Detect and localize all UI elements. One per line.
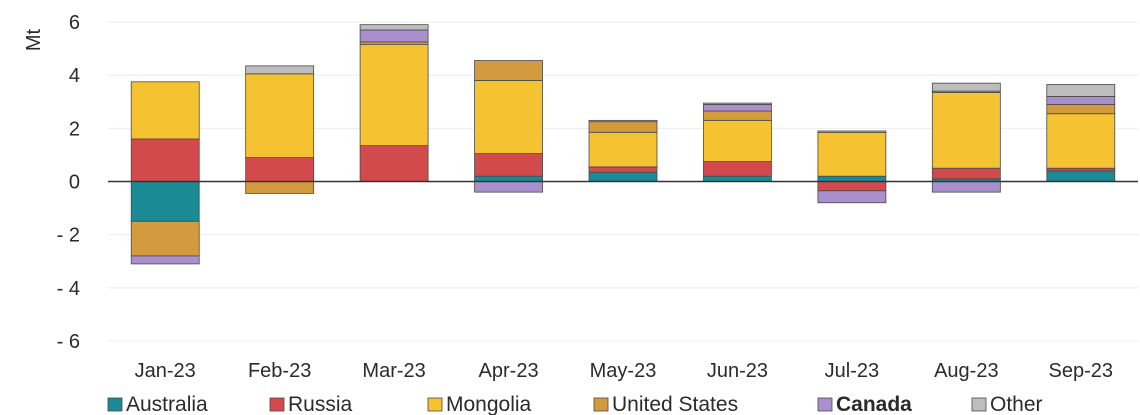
x-tick-label: Aug-23 [934, 360, 999, 382]
bar-segment-canada [817, 190, 887, 204]
legend-swatch [971, 397, 987, 412]
bar-segment-united-states [245, 181, 315, 194]
x-tick-label: Jan-23 [135, 360, 196, 382]
bar-segment-canada [474, 181, 543, 193]
bar-segment-united-states [474, 60, 543, 81]
x-tick-label: Sep-23 [1049, 360, 1114, 382]
bar-segment-australia [130, 181, 200, 222]
bar-segment-canada [703, 104, 772, 112]
bar-segment-australia [474, 175, 543, 182]
bar-segment-mongolia [588, 131, 658, 168]
bar-segment-australia [817, 175, 887, 182]
bar-segment-united-states [588, 121, 658, 133]
y-tick-label: 2 [69, 118, 80, 140]
bar-segment-russia [931, 167, 1001, 180]
bar-segment-australia [588, 171, 658, 182]
bar-segment-russia [359, 145, 429, 182]
bar-segment-russia [588, 166, 658, 173]
x-tick-label: Mar-23 [362, 360, 425, 382]
bar-segment-united-states [703, 110, 772, 121]
bar-segment-other [588, 119, 658, 123]
bar-segment-other [703, 102, 772, 105]
bar-segment-united-states [1046, 104, 1116, 115]
bar-segment-canada [1046, 96, 1116, 105]
legend-entry-label: Mongolia [446, 393, 532, 415]
bar-segment-australia [703, 175, 772, 182]
legend-swatch [269, 397, 285, 412]
y-tick-label: 4 [69, 65, 80, 87]
legend-swatch [817, 397, 833, 412]
legend-swatch [427, 397, 443, 412]
y-tick-label: 0 [69, 172, 80, 194]
bar-segment-united-states [130, 220, 200, 257]
legend-entry-label: Russia [288, 393, 353, 415]
y-tick-label: 6 [69, 12, 80, 34]
legend-entry-label: United States [612, 393, 738, 415]
bar-segment-russia [474, 153, 543, 177]
bar-segment-canada [359, 29, 429, 43]
bar-segment-russia [703, 161, 772, 177]
bar-segment-mongolia [359, 44, 429, 147]
bar-segment-other [931, 82, 1001, 92]
y-tick-label: - 4 [57, 278, 80, 300]
x-tick-label: Feb-23 [248, 360, 311, 382]
x-tick-label: May-23 [590, 360, 657, 382]
bar-segment-mongolia [245, 73, 315, 158]
legend-swatch [593, 397, 609, 412]
bar-segment-russia [245, 157, 315, 182]
bar-segment-mongolia [474, 80, 543, 154]
legend-entry-label: Other [990, 393, 1043, 415]
bar-segment-other [1046, 84, 1116, 97]
y-tick-label: - 2 [57, 225, 80, 247]
legend: Australia Russia Mongolia United States Cana… [107, 393, 1043, 415]
bar-segment-australia [1046, 170, 1116, 182]
bar-segment-russia [817, 181, 887, 192]
bar-segment-mongolia [1046, 113, 1116, 169]
bar-segment-mongolia [931, 92, 1001, 169]
legend-swatch [107, 397, 123, 412]
axes: - 6 - 4 - 2 0 2 4 6 Jan-23 Feb-23 Mar-23 Apr-23 May… [57, 12, 1138, 382]
bar-segment-canada [931, 181, 1001, 193]
bar-segment-canada [130, 255, 200, 265]
bars [130, 24, 1116, 265]
bar-segment-other [245, 65, 315, 75]
legend-entry-label: Australia [126, 393, 208, 415]
bar-segment-mongolia [130, 81, 200, 140]
y-tick-label: - 6 [57, 331, 80, 353]
bar-segment-russia [130, 138, 200, 182]
bar-segment-mongolia [703, 119, 772, 162]
x-tick-label: Jun-23 [707, 360, 768, 382]
bar-segment-mongolia [817, 131, 887, 177]
x-tick-label: Apr-23 [479, 360, 539, 382]
bar-segment-other [359, 24, 429, 31]
legend-entry-label: Canada [836, 393, 912, 415]
y-axis-label: Mt [23, 28, 45, 51]
x-tick-label: Jul-23 [825, 360, 879, 382]
bar-segment-other [817, 130, 887, 133]
